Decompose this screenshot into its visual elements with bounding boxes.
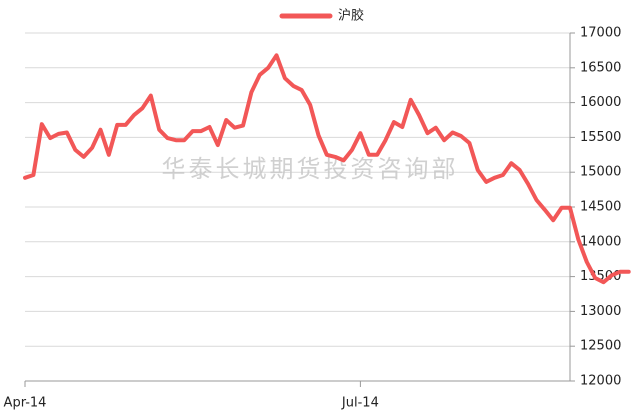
y-tick-label: 12000 [580, 374, 621, 389]
y-tick-label: 13000 [580, 304, 621, 319]
y-tick-label: 16000 [580, 95, 621, 110]
y-tick-label: 15000 [580, 165, 621, 180]
y-tick-label: 12500 [580, 339, 621, 354]
y-tick-label: 17000 [580, 26, 621, 41]
x-tick-label: Jul-14 [341, 396, 379, 411]
plot: 1200012500130001350014000145001500015500… [4, 8, 631, 411]
legend-label: 沪胶 [338, 8, 364, 24]
series-line [23, 53, 631, 285]
y-tick-label: 14000 [580, 234, 621, 249]
y-tick-label: 15500 [580, 130, 621, 145]
watermark: 华泰长城期货投资咨询部 [162, 155, 459, 183]
y-tick-label: 14500 [580, 200, 621, 215]
x-tick-label: Apr-14 [4, 396, 47, 411]
y-tick-label: 16500 [580, 60, 621, 75]
